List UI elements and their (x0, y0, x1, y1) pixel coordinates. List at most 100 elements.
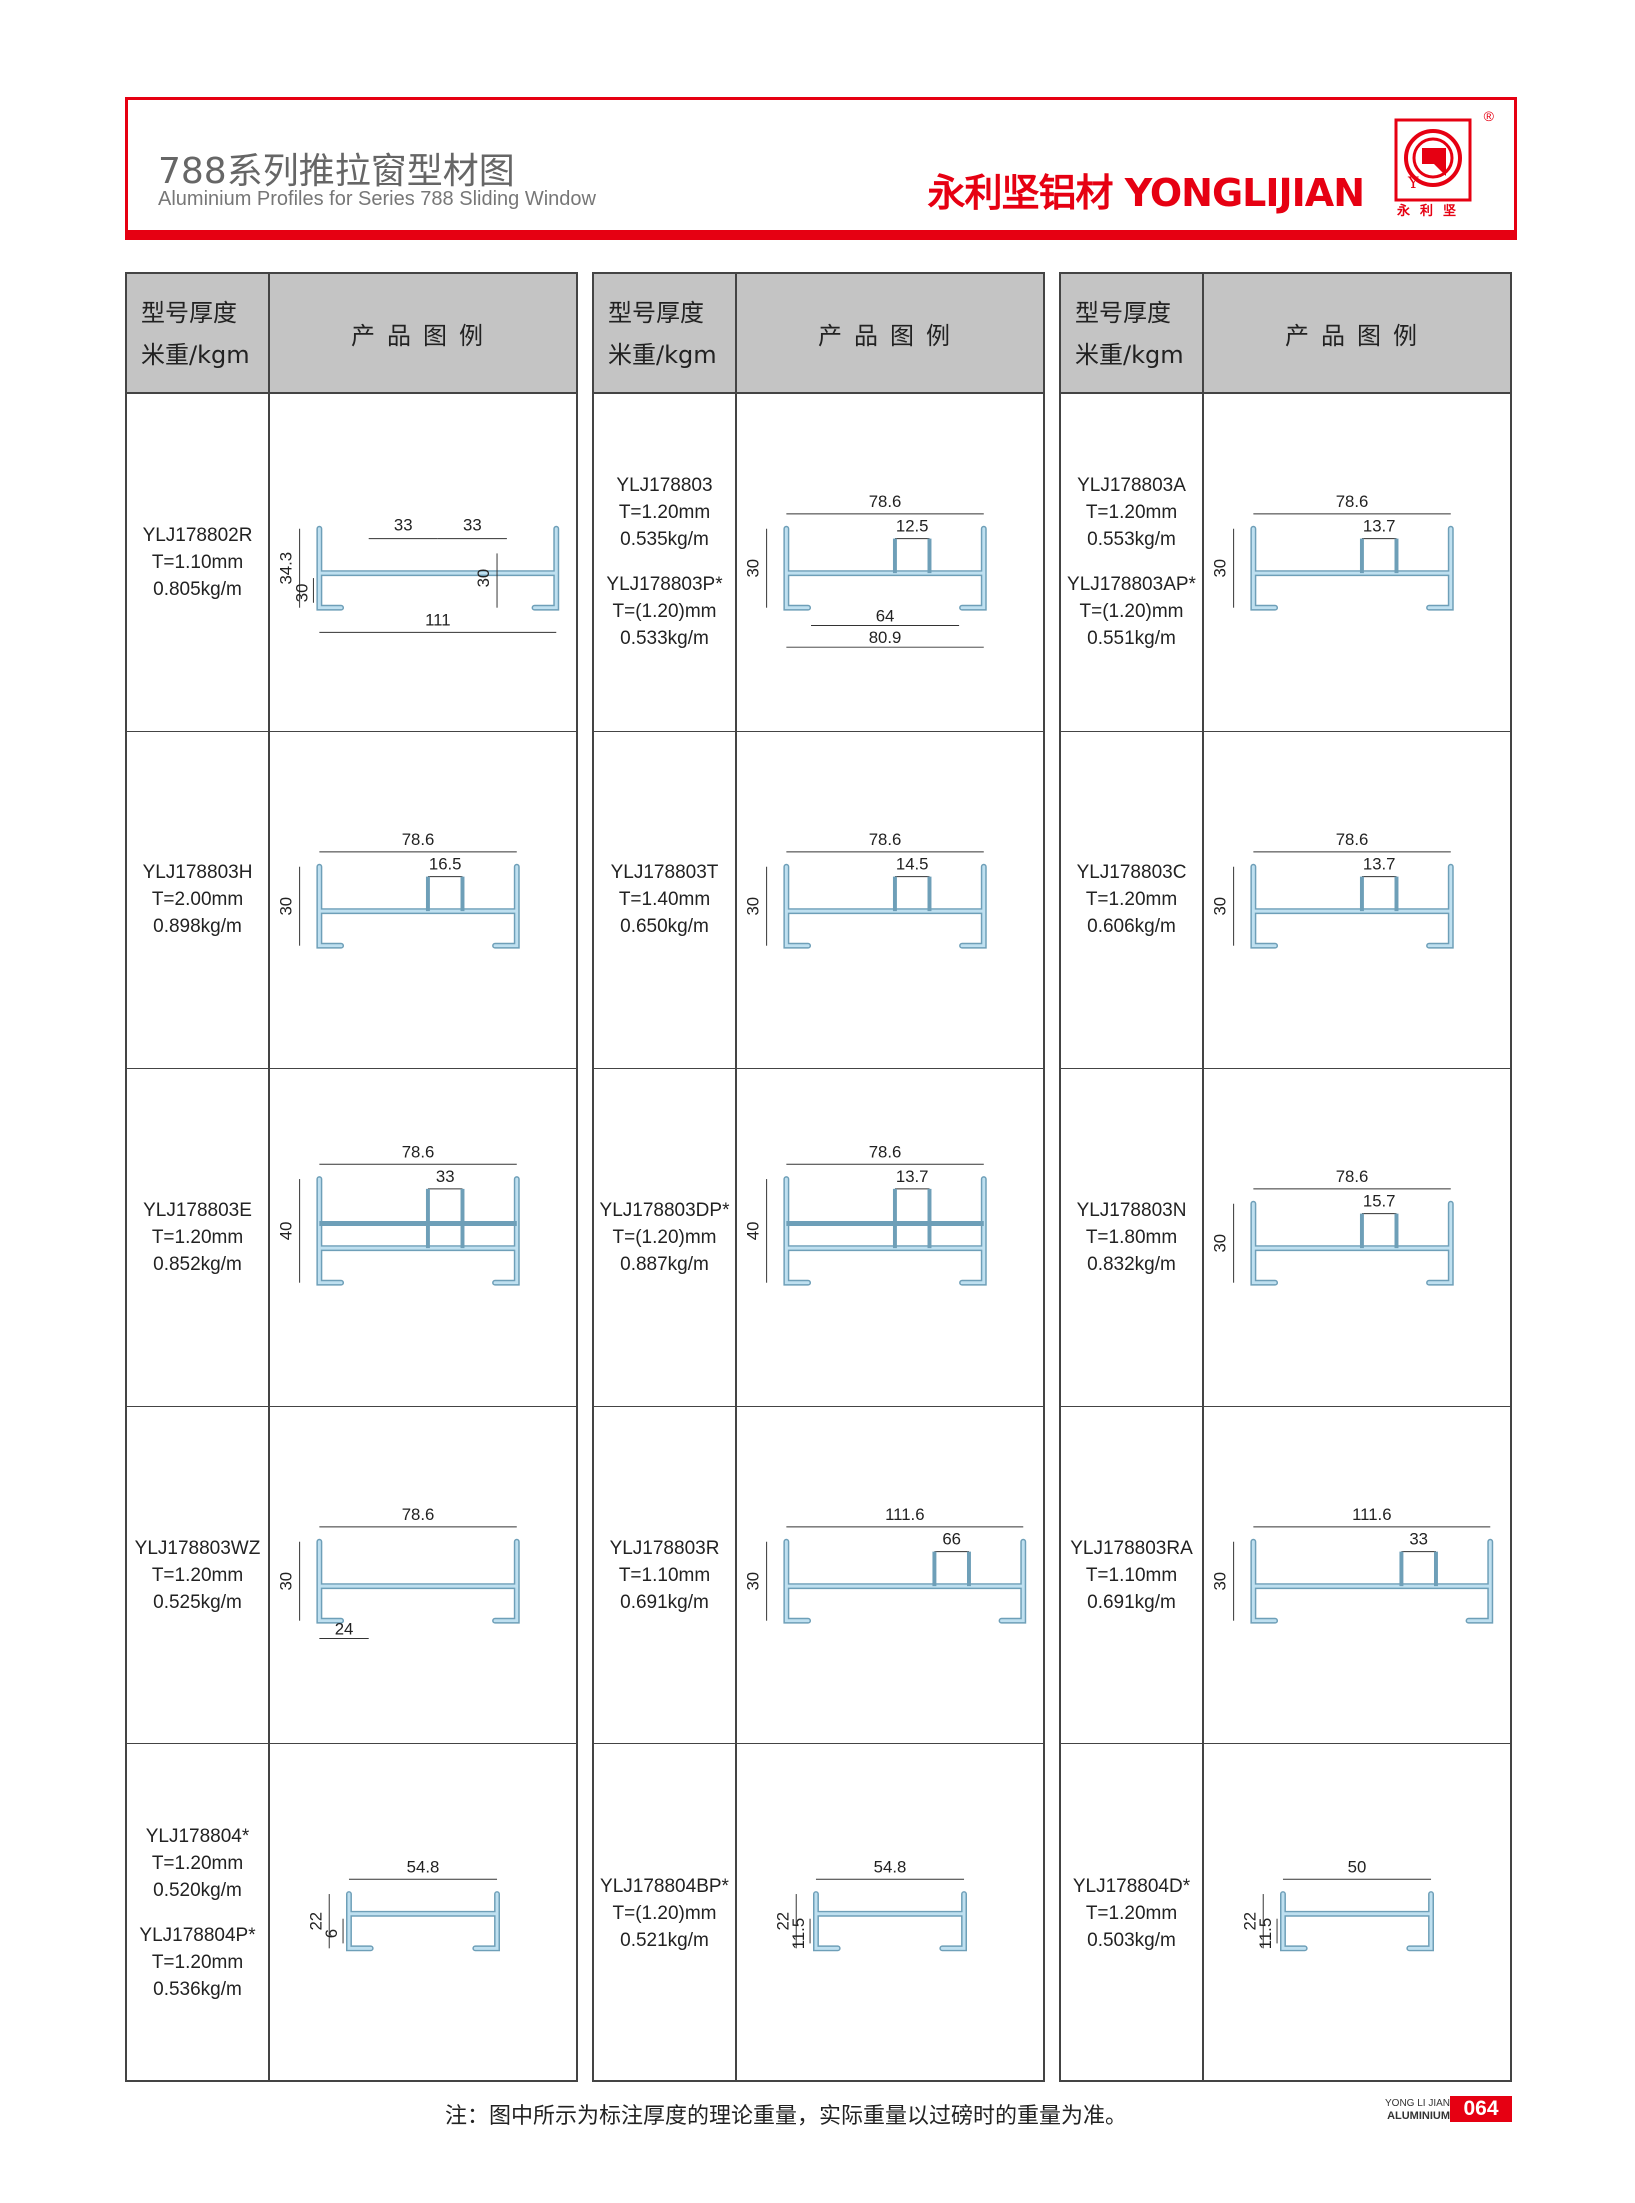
height-dimension: 30 (1211, 1234, 1230, 1253)
profile-section-diagram: 30 78.6 13.7 (1211, 830, 1454, 949)
header-model-thickness: 型号厚度 (608, 299, 704, 327)
thickness: T=(1.20)mm (1079, 601, 1184, 623)
inner-dimension: 11.5 (789, 1918, 808, 1949)
profile-drawing: 30 78.6 12.5 64 80.9 (737, 394, 1043, 731)
unit-weight: 0.551kg/m (1087, 628, 1176, 650)
aluminium-profile-shape (783, 1176, 987, 1286)
model-spec: YLJ178804* T=1.20mm 0.520kg/m YLJ178804P* T=… (127, 1744, 270, 2082)
width-dimension: 78.6 (1336, 492, 1369, 511)
height-dimension: 30 (277, 896, 296, 915)
profile-drawing: 40 78.6 13.7 (737, 1069, 1043, 1406)
footer-brand-line2: ALUMINIUM (1387, 2110, 1451, 2122)
model-number: YLJ178803E (143, 1199, 252, 1221)
height-dimension: 30 (1211, 1572, 1230, 1591)
aluminium-profile-fill (1251, 1202, 1453, 1285)
profile-drawing: 30 111.6 66 (737, 1407, 1043, 1744)
unit-weight: 0.536kg/m (153, 1979, 242, 2001)
aluminium-profile-fill (347, 1892, 499, 1951)
model-number: YLJ178804D* (1072, 1875, 1191, 1897)
sub-dimension: 14.5 (896, 854, 929, 873)
unit-weight: 0.520kg/m (153, 1880, 242, 1902)
model-number: YLJ178803RA (1070, 1537, 1193, 1559)
header-weight: 米重/kgm (1075, 341, 1184, 369)
table-row: YLJ178803A T=1.20mm 0.553kg/m YLJ178803AP* T… (1061, 394, 1510, 732)
table-row: YLJ178803DP* T=(1.20)mm 0.887kg/m 40 78.6 13.… (594, 1069, 1043, 1407)
profile-table-1: 型号厚度 米重/kgm 产品图例 YLJ178802R T=1.10mm 0.805kg/… (125, 272, 578, 2082)
profile-section-diagram: 30 78.6 15.7 (1211, 1167, 1454, 1286)
thickness: T=1.20mm (1085, 889, 1178, 911)
header-product-drawing: 产品图例 (1285, 321, 1429, 350)
height-dimension: 30 (744, 896, 763, 915)
model-number: YLJ178803A (1077, 475, 1186, 497)
footnote: 注：图中所示为标注厚度的理论重量，实际重量以过磅时的重量为准。 (445, 2104, 1128, 2129)
model-number: YLJ178803 (616, 475, 713, 497)
inner-dimension: 30 (474, 569, 493, 588)
inner-dimension: 11.5 (1256, 1918, 1275, 1949)
table-row: YLJ178803T T=1.40mm 0.650kg/m 30 78.6 14.5 (594, 731, 1043, 1070)
svg-text:Y: Y (1407, 173, 1419, 192)
profile-section-diagram: 30 78.6 13.7 (1211, 492, 1454, 611)
header-model-thickness: 型号厚度 (1075, 299, 1171, 327)
height-dimension: 40 (744, 1222, 763, 1241)
bottom-dimension: 24 (335, 1619, 354, 1638)
model-spec: YLJ178803DP* T=(1.20)mm 0.887kg/m (594, 1069, 737, 1406)
thickness: T=1.40mm (618, 889, 711, 911)
model-number: YLJ178803N (1076, 1199, 1187, 1221)
width-dimension: 54.8 (407, 1858, 440, 1877)
unit-weight: 0.691kg/m (1087, 1591, 1176, 1613)
profile-fin (1399, 1551, 1438, 1586)
aluminium-profile-shape (813, 1891, 967, 1952)
header-model-weight: 型号厚度米重/kgm (594, 274, 737, 392)
unit-weight: 0.805kg/m (153, 578, 242, 600)
aluminium-profile-shape (783, 863, 987, 949)
profile-section-diagram: 30 78.6 24 (277, 1505, 520, 1639)
model-spec: YLJ178804D* T=1.20mm 0.503kg/m (1061, 1744, 1204, 2082)
thickness: T=(1.20)mm (612, 1226, 717, 1248)
footer-brand-line1: YONG LI JIAN (1385, 2098, 1451, 2109)
model-spec: YLJ178803R T=1.10mm 0.691kg/m (594, 1406, 737, 1744)
unit-weight: 0.852kg/m (153, 1253, 242, 1275)
header-weight: 米重/kgm (141, 341, 250, 369)
profile-drawing: 30 78.6 13.7 (1204, 394, 1510, 731)
profile-drawing: 30 78.6 15.7 (1204, 1069, 1510, 1406)
profile-fin (892, 538, 932, 574)
header-product-drawing: 产品图例 (818, 321, 962, 350)
unit-weight: 0.533kg/m (620, 628, 709, 650)
aluminium-profile-shape (316, 1176, 520, 1286)
height-dimension: 30 (744, 559, 763, 578)
table-row: YLJ178803RA T=1.10mm 0.691kg/m 30 111.6 33 (1061, 1406, 1510, 1745)
model-spec: YLJ178803RA T=1.10mm 0.691kg/m (1061, 1406, 1204, 1744)
unit-weight: 0.898kg/m (153, 916, 242, 938)
unit-weight: 0.503kg/m (1087, 1929, 1176, 1951)
profile-fin (932, 1551, 971, 1586)
footer-brand: YONG LI JIAN ALUMINIUM (1385, 2098, 1450, 2123)
height-dimension: 30 (1211, 559, 1230, 578)
aluminium-profile-fill (1251, 527, 1453, 610)
table-row: YLJ178803R T=1.10mm 0.691kg/m 30 111.6 66 (594, 1406, 1043, 1745)
aluminium-profile-fill (317, 864, 519, 947)
aluminium-profile-shape (316, 863, 520, 949)
thickness: T=1.20mm (1085, 1902, 1178, 1924)
sub-dimension: 13.7 (896, 1167, 929, 1186)
unit-weight: 0.525kg/m (153, 1591, 242, 1613)
page-header: 788系列推拉窗型材图 Aluminium Profiles for Serie… (125, 97, 1517, 240)
table-row: YLJ178803H T=2.00mm 0.898kg/m 30 78.6 16.5 (127, 731, 576, 1070)
model-spec: YLJ178802R T=1.10mm 0.805kg/m (127, 394, 270, 731)
profile-section-diagram: 40 78.633 (277, 1143, 520, 1286)
aluminium-profile-fill (784, 1540, 1025, 1622)
model-number: YLJ178803C (1076, 862, 1187, 884)
profile-drawing: 30 78.6 16.5 (270, 732, 576, 1069)
thickness: T=1.10mm (618, 1564, 711, 1586)
header-weight: 米重/kgm (608, 341, 717, 369)
aluminium-profile-shape (783, 1538, 1027, 1624)
top-dimension: 33 (394, 516, 413, 535)
table-row: YLJ178803WZ T=1.20mm 0.525kg/m 30 78.6 24 (127, 1406, 576, 1745)
model-spec: YLJ178803 T=1.20mm 0.535kg/m YLJ178803P* T=(… (594, 394, 737, 731)
model-number: YLJ178804* (145, 1826, 250, 1848)
sub-dimension: 13.7 (1363, 854, 1396, 873)
header-model-weight: 型号厚度米重/kgm (1061, 274, 1204, 392)
profile-fin (892, 1189, 932, 1249)
aluminium-profile-shape (783, 525, 987, 611)
table-row: YLJ178803 T=1.20mm 0.535kg/m YLJ178803P* T=(… (594, 394, 1043, 732)
